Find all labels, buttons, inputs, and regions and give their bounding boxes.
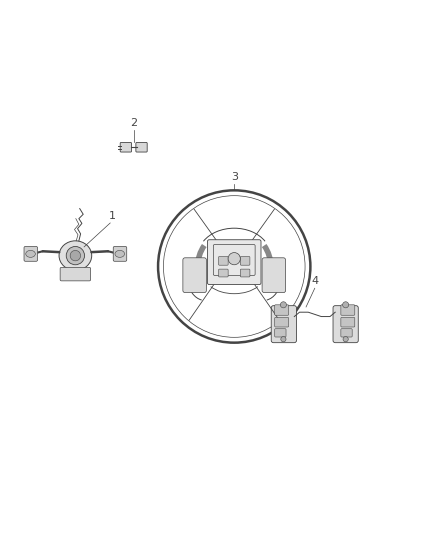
Circle shape bbox=[343, 336, 348, 342]
Ellipse shape bbox=[115, 251, 124, 257]
Ellipse shape bbox=[26, 251, 35, 257]
Text: 2: 2 bbox=[131, 118, 138, 128]
Circle shape bbox=[70, 251, 81, 261]
FancyBboxPatch shape bbox=[219, 256, 228, 265]
FancyBboxPatch shape bbox=[183, 258, 206, 293]
Text: 4: 4 bbox=[311, 276, 318, 286]
FancyBboxPatch shape bbox=[24, 246, 38, 261]
Ellipse shape bbox=[59, 241, 92, 270]
FancyBboxPatch shape bbox=[275, 329, 286, 337]
FancyBboxPatch shape bbox=[341, 305, 355, 315]
Circle shape bbox=[280, 302, 286, 308]
Text: 3: 3 bbox=[231, 172, 238, 182]
FancyBboxPatch shape bbox=[219, 269, 228, 277]
FancyBboxPatch shape bbox=[262, 258, 286, 293]
Circle shape bbox=[281, 336, 286, 342]
FancyBboxPatch shape bbox=[341, 318, 355, 327]
FancyBboxPatch shape bbox=[208, 240, 261, 285]
FancyBboxPatch shape bbox=[341, 329, 352, 337]
Circle shape bbox=[228, 253, 240, 265]
FancyBboxPatch shape bbox=[271, 305, 297, 343]
FancyBboxPatch shape bbox=[136, 142, 147, 152]
FancyBboxPatch shape bbox=[240, 256, 250, 265]
Circle shape bbox=[66, 246, 85, 265]
FancyBboxPatch shape bbox=[120, 142, 131, 152]
Circle shape bbox=[343, 302, 349, 308]
FancyBboxPatch shape bbox=[240, 269, 250, 277]
FancyBboxPatch shape bbox=[60, 268, 91, 281]
FancyBboxPatch shape bbox=[333, 305, 358, 343]
FancyBboxPatch shape bbox=[275, 305, 289, 315]
FancyBboxPatch shape bbox=[113, 246, 127, 261]
FancyBboxPatch shape bbox=[275, 318, 289, 327]
Text: 1: 1 bbox=[109, 211, 116, 221]
